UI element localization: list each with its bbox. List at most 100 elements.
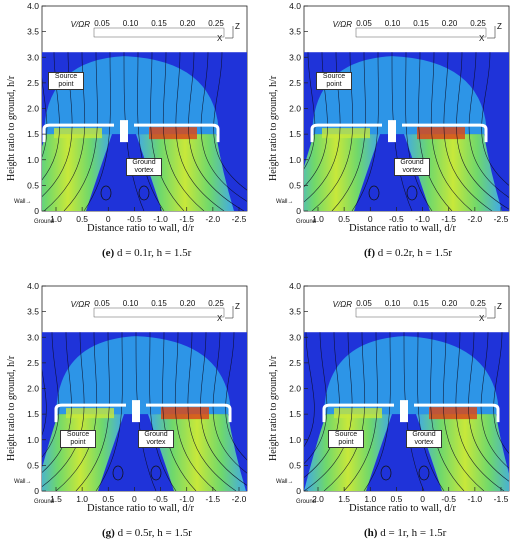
y-tick-label: 2.0 <box>289 384 301 394</box>
x-tick-label: 0.5 <box>391 494 403 504</box>
colorbar-label: V/ΩR <box>333 20 353 29</box>
x-tick-label: -1.5 <box>494 494 509 504</box>
x-tick-label: 1.0 <box>50 214 62 224</box>
axis-x-label: X <box>479 34 485 43</box>
y-tick-label: 3.5 <box>289 27 301 37</box>
panel-e: 4.0 3.5 3.0 2.5 2.0 1.5 1.0 0.5 0 1.0 0.5 0 -0.5 -1.0… <box>0 0 253 270</box>
x-tick-label: -2.0 <box>232 494 247 504</box>
panel-caption: (g) d = 0.5r, h = 1.5r <box>102 527 192 539</box>
y-tick-label: 0.5 <box>27 460 39 470</box>
panel-caption: (f) d = 0.2r, h = 1.5r <box>364 247 452 259</box>
y-axis-label: Height ratio to ground, h/r <box>268 75 279 181</box>
x-tick-label: -0.5 <box>441 494 456 504</box>
y-axis-label: Height ratio to ground, h/r <box>6 355 17 461</box>
caption-letter: (f) <box>364 247 378 259</box>
y-tick-label: 0.5 <box>289 180 301 190</box>
y-tick-label: 1.5 <box>27 129 39 139</box>
y-tick-label: 2.5 <box>289 78 301 88</box>
x-tick-label: 0 <box>420 494 425 504</box>
colorbar-tick-label: 0.25 <box>208 299 224 308</box>
ground-label: Ground <box>296 219 317 225</box>
axis-x-label: X <box>479 314 485 323</box>
caption-text: d = 0.2r, h = 1.5r <box>377 247 453 259</box>
caption-letter: (h) <box>364 527 381 539</box>
source-point-annotation: Source point <box>60 430 96 448</box>
axis-x-label: X <box>217 314 223 323</box>
y-tick-label: 3.5 <box>27 307 39 317</box>
source-point-annotation: Source point <box>48 72 84 90</box>
x-tick-label: 0 <box>368 214 373 224</box>
ground-vortex-annotation: Ground vortex <box>138 430 174 448</box>
caption-text: d = 0.1r, h = 1.5r <box>116 247 192 259</box>
x-tick-label: 1.5 <box>338 494 350 504</box>
colorbar-tick-label: 0.10 <box>385 19 401 28</box>
axis-z-label: Z <box>235 22 240 31</box>
y-tick-label: 2.5 <box>289 358 301 368</box>
colorbar-label: V/ΩR <box>71 300 91 309</box>
y-tick-label: 0 <box>34 206 39 216</box>
x-tick-label: -1.0 <box>153 214 168 224</box>
x-axis-label: Distance ratio to wall, d/r <box>349 503 457 514</box>
colorbar-tick-label: 0.20 <box>442 299 458 308</box>
ground-vortex-annotation: Ground vortex <box>126 158 162 176</box>
x-tick-label: 0.5 <box>76 214 88 224</box>
x-axis-label: Distance ratio to wall, d/r <box>349 223 457 234</box>
x-tick-label: 0 <box>132 494 137 504</box>
x-tick-label: -1.0 <box>415 214 430 224</box>
x-tick-label: 1.0 <box>76 494 88 504</box>
x-tick-label: -1.0 <box>179 494 194 504</box>
x-tick-label: -2.0 <box>468 214 483 224</box>
colorbar-tick-label: 0.20 <box>180 299 196 308</box>
y-tick-label: 0.5 <box>289 460 301 470</box>
flow-field-plot: 4.0 3.5 3.0 2.5 2.0 1.5 1.0 0.5 0 1.0 0.5 0 -0.5 -1.0… <box>27 1 248 224</box>
wall-label: Wall→ <box>14 199 32 205</box>
colorbar-tick-label: 0.10 <box>385 299 401 308</box>
colorbar <box>93 27 225 38</box>
x-tick-label: 0.5 <box>102 494 114 504</box>
flow-field-plot: 4.0 3.5 3.0 2.5 2.0 1.5 1.0 0.5 0 1.5 1.0 0.5 0 -0.5 -… <box>27 281 248 504</box>
y-tick-label: 3.5 <box>27 27 39 37</box>
y-tick-label: 0 <box>296 486 301 496</box>
caption-letter: (g) <box>102 527 118 539</box>
panel-f: 4.0 3.5 3.0 2.5 2.0 1.5 1.0 0.5 0 1.0 0.5 0 -0.5 -1.0… <box>262 0 515 270</box>
y-tick-label: 3.0 <box>27 332 39 342</box>
axis-z-label: Z <box>497 22 502 31</box>
x-tick-label: -1.5 <box>441 214 456 224</box>
colorbar-tick-label: 0.20 <box>180 19 196 28</box>
panel-caption: (h) d = 1r, h = 1.5r <box>364 527 446 539</box>
y-axis-label: Height ratio to ground, h/r <box>268 355 279 461</box>
axis-z-label: Z <box>235 302 240 311</box>
y-tick-label: 0 <box>296 206 301 216</box>
y-tick-label: 4.0 <box>27 1 39 11</box>
y-tick-label: 2.5 <box>27 78 39 88</box>
colorbar-tick-label: 0.10 <box>123 299 139 308</box>
colorbar-tick-label: 0.25 <box>470 299 486 308</box>
y-tick-label: 4.0 <box>27 281 39 291</box>
x-tick-label: 0.5 <box>338 214 350 224</box>
caption-text: d = 0.5r, h = 1.5r <box>117 527 192 539</box>
flow-field-plot: 4.0 3.5 3.0 2.5 2.0 1.5 1.0 0.5 0 2.0 1.5 1.0 0.5 0 -0… <box>289 281 510 504</box>
y-tick-label: 3.0 <box>289 332 301 342</box>
x-tick-label: 0 <box>106 214 111 224</box>
colorbar-label: V/ΩR <box>71 20 91 29</box>
wall-label: Wall→ <box>14 479 32 485</box>
colorbar <box>355 307 487 318</box>
axis-z-label: Z <box>497 302 502 311</box>
y-tick-label: 1.0 <box>289 155 301 165</box>
axis-x-label: X <box>217 34 223 43</box>
wall-label: Wall→ <box>276 479 294 485</box>
colorbar-tick-label: 0.25 <box>470 19 486 28</box>
ground-label: Ground <box>296 499 317 505</box>
colorbar-tick-label: 0.15 <box>413 299 429 308</box>
colorbar-tick-label: 0.15 <box>151 299 167 308</box>
caption-letter: (e) <box>102 247 117 259</box>
colorbar-label: V/ΩR <box>333 300 353 309</box>
caption-text: d = 1r, h = 1.5r <box>380 527 447 539</box>
colorbar <box>93 307 225 318</box>
x-tick-label: -1.5 <box>206 494 221 504</box>
panel-caption: (e) d = 0.1r, h = 1.5r <box>102 247 191 259</box>
panel-g: 4.0 3.5 3.0 2.5 2.0 1.5 1.0 0.5 0 1.5 1.0 0.5 0 -0.5 -… <box>0 280 253 550</box>
y-tick-label: 2.0 <box>289 104 301 114</box>
colorbar-tick-label: 0.10 <box>123 19 139 28</box>
flow-field-plot: 4.0 3.5 3.0 2.5 2.0 1.5 1.0 0.5 0 1.0 0.5 0 -0.5 -1.0… <box>289 1 510 224</box>
